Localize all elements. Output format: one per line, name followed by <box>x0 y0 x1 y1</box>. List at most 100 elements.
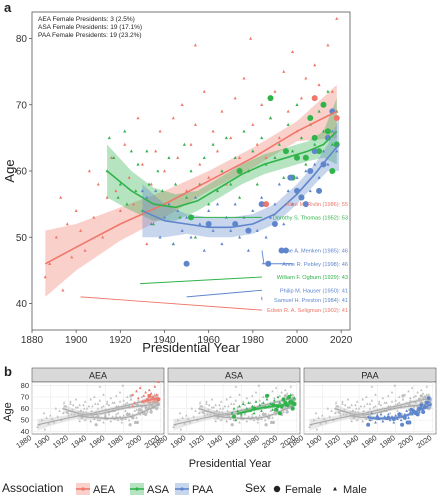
chart-b-paa-male-22 <box>407 416 410 419</box>
chart-b-aea-grey-male-aea-29 <box>89 397 92 401</box>
chart-a-point-aea-male-3 <box>59 195 63 199</box>
chart-b-paa-female-18 <box>426 396 431 401</box>
chart-b-asa-male-16 <box>260 409 263 412</box>
chart-a-trend-aea <box>44 110 338 265</box>
chart-b-paa-grey-male-paa-2 <box>352 416 355 419</box>
chart-b-asa-grey-male-paa-3 <box>218 410 221 414</box>
chart-b-paa-grey-male-aea-36 <box>374 393 377 396</box>
chart-b-aea-grey-male-aea-18 <box>69 402 72 405</box>
chart-b-paa-grey-male-aea-25 <box>354 403 357 407</box>
chart-b-paa-grey-male-asa-9 <box>346 406 350 409</box>
chart-a-ytick-label-0: 40 <box>16 299 28 310</box>
chart-b-aea-grey-male-asa-37 <box>122 403 125 407</box>
chart-b-asa-grey-male-paa-18 <box>245 419 249 423</box>
chart-a-point-paa-male-30 <box>273 202 277 206</box>
chart-a-point-aea-male-35 <box>198 162 202 166</box>
chart-b-aea-male-14 <box>157 380 160 384</box>
chart-b-aea-grey-male-aea-31 <box>93 395 96 399</box>
legend-male-triangle <box>333 486 337 491</box>
chart-a-point-asa-male-45 <box>286 122 290 126</box>
chart-a-point-aea-male-13 <box>101 235 105 239</box>
chart-a-point-aea-male-26 <box>158 129 162 133</box>
chart-a-point-paa-male-14 <box>202 248 206 252</box>
chart-b-aea-xtick-label-6: 2000 <box>124 433 143 450</box>
chart-a-point-aea-male-52 <box>273 89 277 93</box>
chart-b-asa-grey-male-paa-2 <box>216 416 219 419</box>
chart-a-point-paa-male-44 <box>335 149 339 153</box>
chart-b-aea-grey-male-aea-67 <box>98 385 102 388</box>
chart-b-asa-male-2 <box>234 418 238 422</box>
chart-b-aea-grey-male-aea-40 <box>109 396 113 400</box>
chart-b-aea-grey-male-aea-10 <box>54 407 58 410</box>
chart-b-aea-grey-male-aea-34 <box>98 399 102 402</box>
chart-a-point-aea-male-40 <box>220 109 224 113</box>
chart-b-paa-grey-male-aea-0 <box>308 425 311 429</box>
chart-a-point-aea-male-66 <box>335 16 339 20</box>
chart-b-aea-grey-male-aea-0 <box>36 425 39 429</box>
chart-b-paa-female-14 <box>419 403 424 408</box>
chart-b-paa-female-12 <box>415 412 420 417</box>
chart-b-aea-grey-male-paa-4 <box>83 418 87 422</box>
chart-b-paa-grey-male-aea-38 <box>377 400 381 403</box>
chart-b-asa-grey-male-aea-38 <box>241 400 245 403</box>
chart-b-paa-grey-male-asa-37 <box>394 403 397 407</box>
chart-b-aea-grey-male-aea-25 <box>82 403 85 407</box>
chart-b-paa-male-4 <box>374 420 377 424</box>
chart-a-point-aea-male-15 <box>109 156 114 159</box>
chart-a-point-aea-male-61 <box>313 63 317 67</box>
chart-a-annotation-label-7: Edwin R. A. Seligman (1902): 41 <box>267 308 348 314</box>
chart-b-asa-grey-male-aea-12 <box>194 409 197 412</box>
chart-b-aea-grey-male-paa-12 <box>98 411 102 415</box>
chart-b-asa-male-4 <box>238 404 241 408</box>
chart-a-point-asa-male-23 <box>189 169 193 173</box>
chart-b-paa-female-15 <box>421 410 426 415</box>
chart-b-aea-grey-female-paa-6 <box>131 416 135 420</box>
chart-b-paa-grey-male-aea-42 <box>385 401 388 404</box>
chart-b-paa-grey-male-aea-64 <box>425 385 429 388</box>
chart-b-asa-grey-male-paa-25 <box>258 414 261 417</box>
chart-a-ytick-label-4: 80 <box>16 34 28 45</box>
chart-b-aea-male-15 <box>131 404 135 408</box>
chart-a-point-asa-male-39 <box>260 136 264 140</box>
chart-b-aea-male-10 <box>149 392 153 395</box>
chart-a-point-paa-male-27 <box>260 195 264 199</box>
chart-b-aea-male-12 <box>153 385 157 388</box>
chart-a-point-asa-female-2 <box>267 95 274 102</box>
chart-a-point-asa-male-46 <box>291 149 295 153</box>
chart-a-point-asa-female-9 <box>311 134 318 141</box>
chart-a-ytick-label-2: 60 <box>16 167 28 178</box>
chart-a-note-paa: PAA Female Presidents: 19 (23.2%) <box>38 32 142 39</box>
chart-b-ytick-label-0: 40 <box>21 427 29 436</box>
chart-b-asa-grey-male-asa-1 <box>198 401 202 404</box>
chart-a-point-paa-female-4 <box>258 201 265 208</box>
chart-a-ylabel: Age <box>2 159 17 182</box>
chart-b-aea-grey-male-aea-30 <box>91 404 94 408</box>
chart-a-point-paa-male-34 <box>291 202 295 206</box>
chart-b-paa-grey-male-aea-55 <box>409 396 412 400</box>
chart-b-aea-grey-male-paa-38 <box>146 410 149 414</box>
chart-b-asa-grey-male-paa-40 <box>285 408 289 411</box>
chart-a-point-aea-male-62 <box>317 83 321 87</box>
chart-b-asa-grey-male-paa-32 <box>271 416 274 419</box>
chart-b-aea-grey-male-aea-2 <box>40 418 44 422</box>
chart-b-paa-grey-male-aea-11 <box>328 415 331 418</box>
chart-a-point-paa-male-33 <box>286 189 290 193</box>
chart-a-point-paa-male-5 <box>162 215 167 219</box>
chart-a-point-asa-female-1 <box>236 168 243 174</box>
chart-a-point-aea-male-12 <box>96 182 100 186</box>
chart-b-paa-grey-male-asa-7 <box>343 403 347 407</box>
chart-b-aea-grey-male-aea-17 <box>67 414 70 417</box>
chart-b-asa-grey-male-paa-14 <box>238 421 241 424</box>
chart-a-point-asa-female-5 <box>294 154 300 161</box>
chart-b-paa-grey-male-aea-12 <box>330 409 333 412</box>
chart-b-paa-trend <box>368 403 432 420</box>
chart-b-aea-grey-male-paa-3 <box>82 410 85 414</box>
chart-b-asa-male-34 <box>293 396 296 400</box>
chart-a-point-paa-male-9 <box>180 228 184 232</box>
chart-b-asa-grey-male-paa-30 <box>267 412 271 416</box>
chart-b-asa-grey-male-aea-27 <box>221 407 225 410</box>
chart-a-xtick-label-1: 1900 <box>65 335 88 346</box>
chart-b-asa-grey-male-aea-40 <box>245 396 249 400</box>
chart-b-aea-grey-male-paa-9 <box>93 417 96 420</box>
